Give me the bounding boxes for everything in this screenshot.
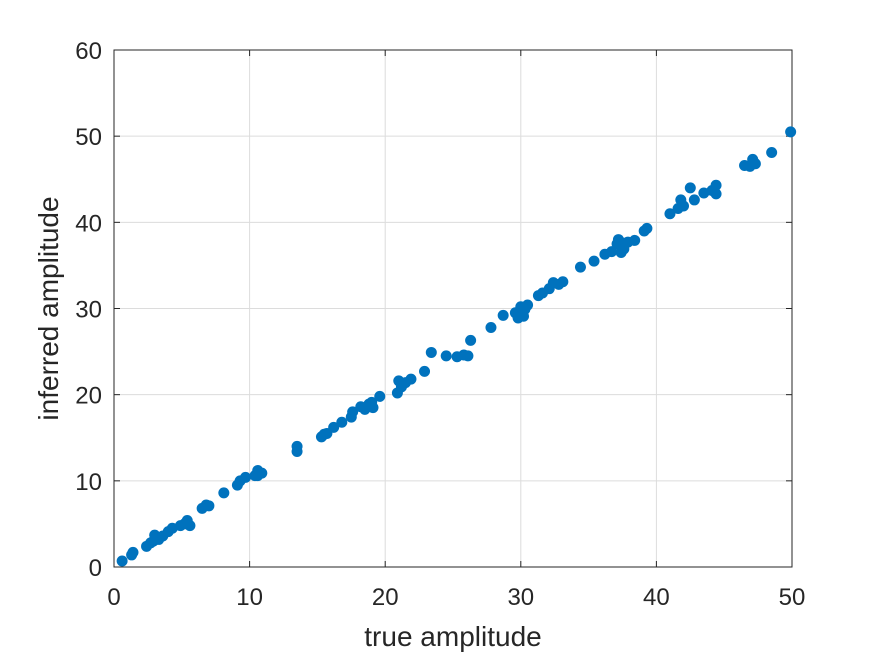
x-axis-label: true amplitude (364, 621, 541, 652)
data-point (328, 421, 340, 433)
data-point (291, 440, 303, 452)
x-tick-label: 10 (236, 584, 263, 611)
tick-labels: 0 10 20 30 40 50 0 10 20 30 40 50 60 (75, 38, 805, 611)
x-tick-label: 30 (507, 584, 534, 611)
data-point (606, 246, 618, 258)
y-tick-label: 0 (89, 555, 102, 582)
y-tick-label: 40 (75, 210, 102, 237)
y-axis-label: inferred amplitude (33, 196, 64, 420)
x-tick-label: 50 (779, 584, 806, 611)
data-point (678, 200, 690, 212)
data-points (116, 126, 797, 567)
data-point (497, 309, 509, 321)
data-point (519, 303, 531, 315)
y-tick-label: 10 (75, 469, 102, 496)
data-point (684, 182, 696, 194)
data-point (366, 396, 378, 408)
data-point (440, 350, 452, 362)
data-point (588, 255, 600, 267)
data-point (425, 346, 437, 358)
data-point (688, 194, 700, 206)
x-tick-label: 20 (372, 584, 399, 611)
y-tick-label: 50 (75, 124, 102, 151)
grid (113, 49, 793, 568)
x-tick-label: 40 (643, 584, 670, 611)
data-point (664, 208, 676, 220)
data-point (252, 470, 264, 482)
data-point (336, 416, 348, 428)
data-point (641, 222, 653, 234)
data-point (184, 520, 196, 532)
data-point (465, 334, 477, 346)
data-point (405, 373, 417, 385)
data-point (557, 276, 569, 288)
data-point (218, 487, 230, 499)
data-point (710, 179, 722, 191)
y-tick-label: 20 (75, 383, 102, 410)
data-point (574, 261, 586, 273)
data-point (749, 158, 761, 170)
x-tick-label: 0 (107, 584, 120, 611)
data-point (374, 390, 386, 402)
data-point (766, 147, 778, 159)
data-point (116, 555, 128, 567)
data-point (203, 500, 215, 512)
data-point (710, 188, 722, 200)
data-point (127, 546, 139, 558)
y-tick-label: 60 (75, 38, 102, 65)
data-point (240, 471, 252, 483)
data-point (785, 126, 797, 138)
data-point (462, 350, 474, 362)
data-point (485, 321, 497, 333)
data-point (419, 365, 431, 377)
data-point (629, 234, 641, 246)
data-point (347, 406, 359, 418)
y-tick-label: 30 (75, 297, 102, 324)
